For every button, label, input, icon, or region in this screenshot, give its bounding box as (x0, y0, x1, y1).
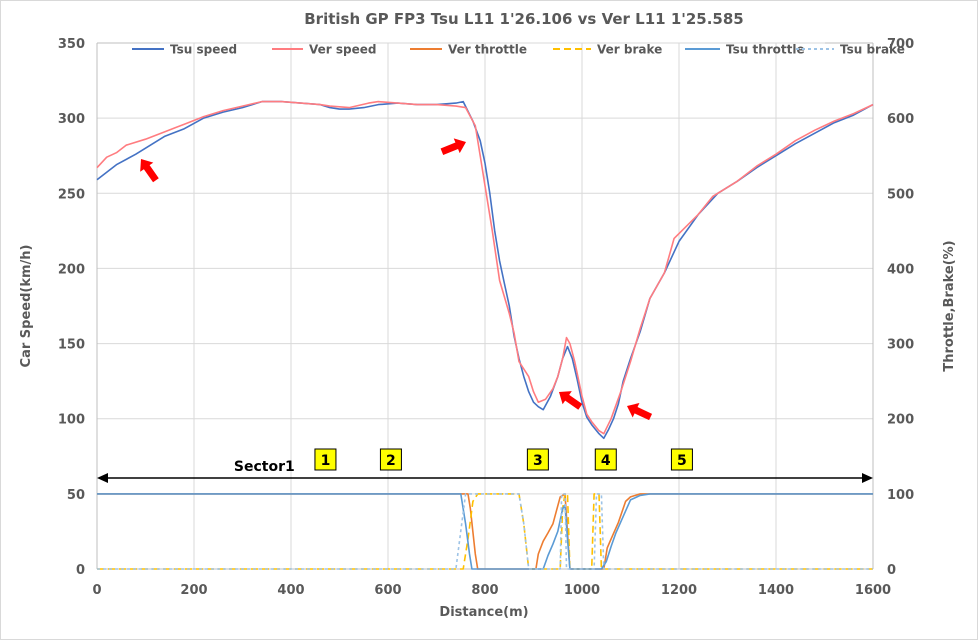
x-axis-label: Distance(m) (439, 605, 528, 620)
x-tick-labels: 0 200 400 600 800 1000 1200 1400 1600 (92, 583, 891, 598)
y2-tick-label: 200 (887, 413, 914, 428)
gridlines (97, 42, 873, 569)
sector-arrow-head-right (862, 473, 873, 483)
red-arrow-4 (627, 402, 653, 421)
y-tick-label: 300 (58, 112, 85, 127)
y2-tick-label: 500 (887, 187, 914, 202)
turn-marker-label: 2 (386, 453, 396, 469)
y2-tick-label: 400 (887, 262, 914, 277)
y2-tick-label: 700 (887, 37, 914, 52)
turn-marker-label: 3 (533, 453, 543, 469)
series-lines (96, 100, 874, 570)
y2-tick-label: 300 (887, 338, 914, 353)
red-arrow-shape (627, 402, 653, 421)
turn-marker-box (594, 448, 617, 471)
red-arrow-shape (440, 138, 466, 155)
y-tick-label: 250 (58, 187, 85, 202)
red-arrow-3 (559, 391, 583, 410)
series-line-ver-throttle (97, 493, 873, 570)
sector-label: Sector1 (234, 459, 295, 475)
y-tick-label: 350 (58, 37, 85, 52)
x-tick-label: 1200 (661, 583, 697, 598)
y2-tick-labels: 0 100 200 300 400 500 600 700 (887, 37, 914, 578)
x-tick-label: 0 (92, 583, 101, 598)
legend: Tsu speed Ver speed Ver throttle Ver brake T… (97, 42, 905, 57)
red-arrow-1 (140, 159, 159, 183)
red-arrow-shape (559, 391, 583, 410)
y-axis-label: Car Speed(km/h) (19, 245, 34, 368)
y2-tick-label: 0 (887, 563, 896, 578)
x-tick-label: 800 (471, 583, 498, 598)
turn-marker-box (526, 448, 549, 471)
turn-marker-label: 1 (321, 453, 331, 469)
x-tick-label: 1600 (855, 583, 891, 598)
x-tick-label: 200 (180, 583, 207, 598)
y2-tick-label: 600 (887, 112, 914, 127)
sector-arrow-head-left (97, 473, 108, 483)
series-line-tsu-brake (97, 493, 873, 570)
y2-tick-label: 100 (887, 488, 914, 503)
x-tick-label: 1400 (758, 583, 794, 598)
y-tick-label: 150 (58, 338, 85, 353)
legend-label: Tsu speed (170, 43, 237, 57)
x-tick-label: 1000 (564, 583, 600, 598)
red-arrow-2 (440, 138, 466, 155)
y-tick-label: 50 (67, 488, 85, 503)
x-tick-label: 600 (374, 583, 401, 598)
turn-marker-box (379, 448, 402, 471)
legend-label: Ver brake (597, 43, 662, 57)
legend-label: Ver speed (309, 43, 376, 57)
chart-title: British GP FP3 Tsu L11 1'26.106 vs Ver L… (304, 10, 743, 28)
y-tick-label: 100 (58, 413, 85, 428)
legend-label: Tsu brake (840, 43, 905, 57)
series-line-ver-speed (96, 100, 874, 435)
y2-axis-label: Throttle,Brake(%) (942, 240, 957, 371)
turn-marker-label: 5 (677, 453, 687, 469)
legend-label: Ver throttle (448, 43, 527, 57)
x-tick-label: 400 (277, 583, 304, 598)
turn-marker-box (314, 448, 337, 471)
series-line-tsu-throttle (97, 493, 873, 570)
y-tick-label: 0 (76, 563, 85, 578)
annotations: Sector1 1 2 3 4 5 (97, 138, 873, 483)
turn-marker-label: 4 (601, 453, 611, 469)
y-tick-labels: 0 50 100 150 200 250 300 350 (58, 37, 85, 578)
turn-marker-box (670, 448, 693, 471)
legend-label: Tsu throttle (726, 43, 805, 57)
y-tick-label: 200 (58, 262, 85, 277)
red-arrow-shape (140, 159, 159, 183)
